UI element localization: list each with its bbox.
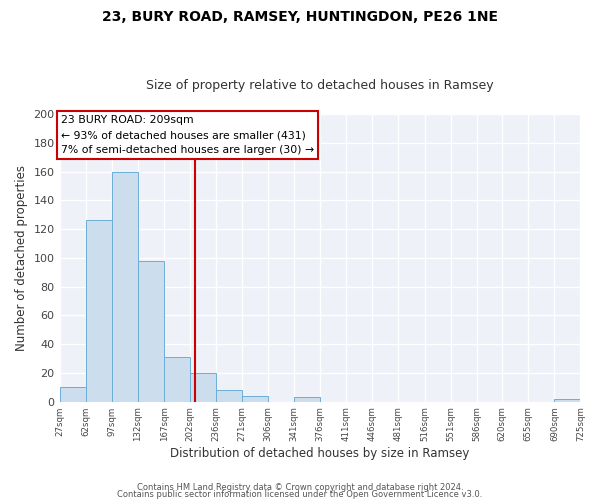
Bar bbox=[242, 396, 268, 402]
Bar bbox=[215, 390, 242, 402]
Text: Contains HM Land Registry data © Crown copyright and database right 2024.: Contains HM Land Registry data © Crown c… bbox=[137, 484, 463, 492]
Text: Contains public sector information licensed under the Open Government Licence v3: Contains public sector information licen… bbox=[118, 490, 482, 499]
Title: Size of property relative to detached houses in Ramsey: Size of property relative to detached ho… bbox=[146, 79, 494, 92]
Bar bbox=[190, 373, 216, 402]
Bar bbox=[59, 388, 86, 402]
Bar bbox=[86, 220, 112, 402]
Bar bbox=[112, 172, 138, 402]
Bar bbox=[138, 260, 164, 402]
X-axis label: Distribution of detached houses by size in Ramsey: Distribution of detached houses by size … bbox=[170, 447, 470, 460]
Text: 23 BURY ROAD: 209sqm
← 93% of detached houses are smaller (431)
7% of semi-detac: 23 BURY ROAD: 209sqm ← 93% of detached h… bbox=[61, 116, 314, 155]
Bar bbox=[164, 357, 190, 402]
Bar bbox=[294, 398, 320, 402]
Bar bbox=[554, 399, 580, 402]
Y-axis label: Number of detached properties: Number of detached properties bbox=[15, 165, 28, 351]
Text: 23, BURY ROAD, RAMSEY, HUNTINGDON, PE26 1NE: 23, BURY ROAD, RAMSEY, HUNTINGDON, PE26 … bbox=[102, 10, 498, 24]
